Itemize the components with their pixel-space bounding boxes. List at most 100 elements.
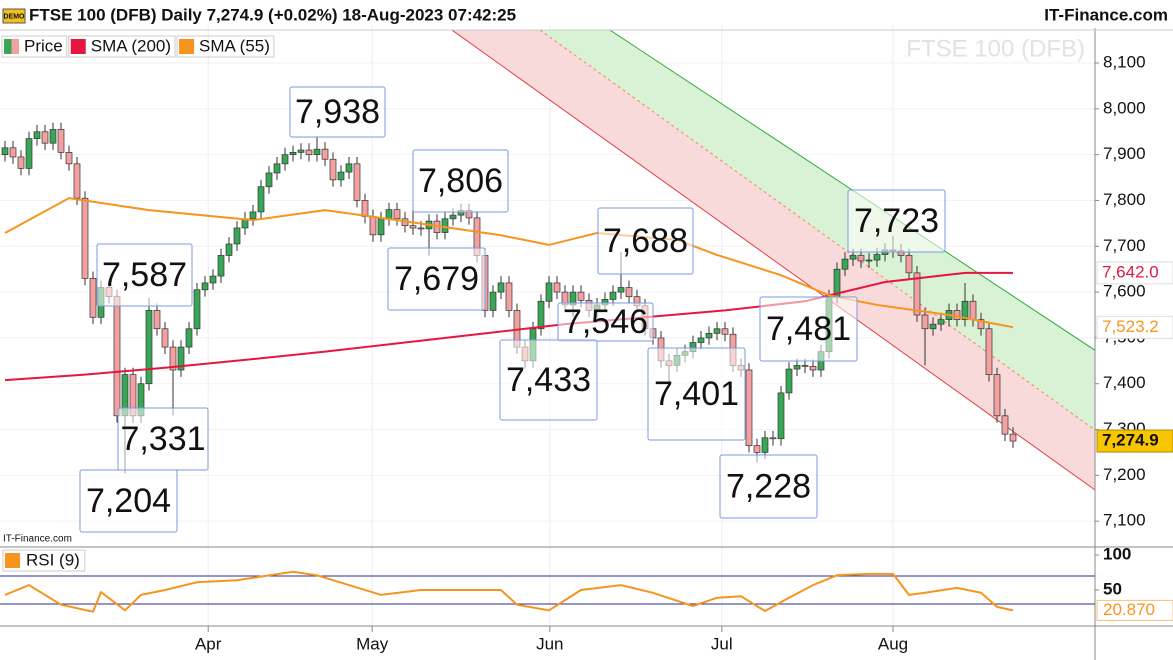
last-value-box [1096,429,1173,453]
candle-body [201,282,209,291]
annotation-label: 7,204 [86,482,171,520]
candle-body [937,319,945,325]
candle-body [161,328,169,348]
candle-body [337,171,345,181]
candle-body [113,296,121,417]
annotation-box [759,296,858,362]
candle-body [17,156,25,169]
candle-body [249,211,257,220]
annotation-box [499,339,598,421]
candle-body [705,332,713,339]
legend-swatch [11,39,19,54]
candle-body [225,243,233,256]
candle-body [961,300,969,320]
annotation-label: 7,688 [603,222,688,260]
candle-body [785,368,793,394]
candle-body [1001,415,1009,435]
candle-body [801,365,809,367]
candle-body [257,186,265,213]
annotation-box [387,247,486,311]
annotation-box [719,454,818,519]
x-axis: Apr May Jun Jul Aug [195,626,908,653]
candle-body [625,287,633,298]
candle-body [553,282,561,293]
candle-body [993,374,1001,417]
candle-body [793,365,801,370]
source: IT-Finance.com [1044,5,1168,24]
candle-body [313,148,321,156]
rsi-line [4,570,1014,613]
last-value-label: 7,523.2 [1102,317,1159,336]
candle-body [81,197,89,279]
badge-box [2,8,26,24]
last-value-box [1096,261,1173,285]
rsi: 50 100 20.870 RSI (9) [0,544,1173,621]
candle-body [297,149,305,153]
last-value-label: 20.870 [1103,600,1155,619]
candle-body [289,152,297,156]
candle-body [145,310,153,385]
x-tick-label: May [356,634,389,653]
legend-swatch [70,39,86,54]
annotation-box [557,302,654,342]
annotation-label: 7,433 [506,361,591,399]
candle-body [929,323,937,330]
candle-body [417,227,425,230]
candle-body [953,310,961,320]
candle-body [345,163,353,173]
annotation-label: 7,228 [726,467,811,505]
candle-body [489,291,497,311]
annotation-label: 7,679 [394,260,479,298]
x-tick-label: Jul [711,634,733,653]
last-value-box [1096,315,1173,339]
channel-line [451,29,1095,491]
y-tick-label: 50 [1103,579,1122,598]
legend-box [1,35,68,58]
legend-box [2,549,86,572]
chart-title: FTSE 100 (DFB) Daily 7,274.9 (+0.02%) 18… [29,5,516,24]
last-value-label: 7,642.0 [1102,262,1159,281]
y-tick-label: 7,100 [1103,511,1146,530]
legend-box [68,35,176,58]
candle-body [913,272,921,316]
annotation-box [96,243,193,307]
annotation-box [412,149,509,213]
rsi-plot [0,570,1095,613]
badge: DEMO [4,13,26,20]
candle-body [41,131,49,144]
y-axis: 7,1007,2007,3007,4007,5007,6007,7007,800… [1095,53,1173,530]
candle-body [65,152,73,165]
candle-body [353,163,361,201]
legend-label: RSI (9) [26,550,80,569]
candle-body [265,172,273,188]
x-tick-label: Apr [195,634,222,653]
candle-body [905,255,913,274]
candle-body [809,365,817,371]
candle-body [497,282,505,293]
legend-box [176,35,275,58]
candle-body [185,328,193,348]
candle-body [321,148,329,160]
legend: Price SMA (200) SMA (55) [1,35,275,58]
candle-body [409,225,417,229]
candle-body [617,287,625,293]
candle-body [73,163,81,199]
annotation-box [79,469,178,533]
candle-body [25,138,33,169]
candle-body [505,282,513,311]
y-tick-label: 7,200 [1103,465,1146,484]
y-tick-label: 8,100 [1103,53,1146,72]
candle-body [849,255,857,260]
candle-body [921,314,929,330]
candle-body [273,163,281,174]
candle-body [393,209,401,220]
candle-body [329,158,337,181]
y-tick-label: 100 [1103,544,1131,563]
candle-body [745,369,753,446]
candle-body [49,129,57,144]
candle-body [89,278,97,318]
y-tick-label: 7,700 [1103,236,1146,255]
annotation-box [597,207,694,275]
y-tick-label: 7,800 [1103,190,1146,209]
